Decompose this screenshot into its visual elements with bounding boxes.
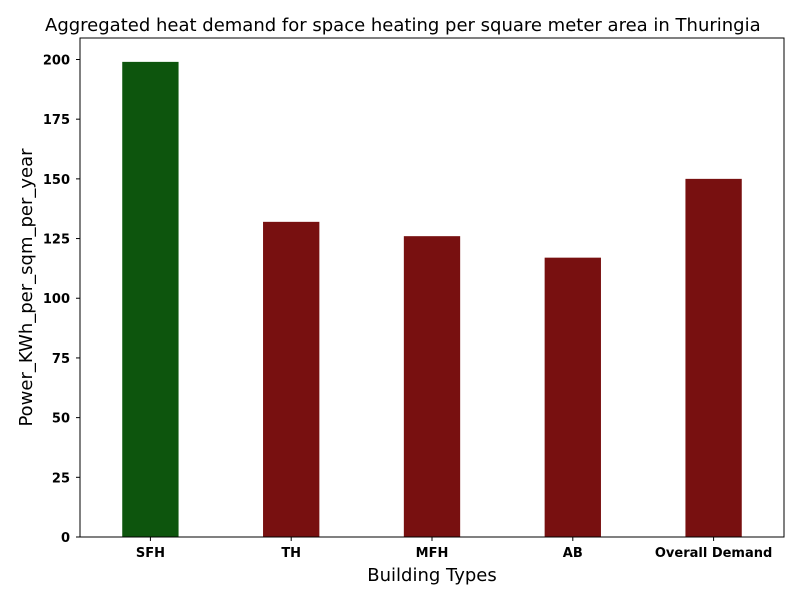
bar-th: [263, 221, 320, 537]
y-tick-label: 125: [43, 233, 70, 248]
x-axis-ticks: SFH TH MFH AB Overall Demand: [136, 537, 772, 561]
y-tick-label: 25: [52, 471, 70, 486]
bar-mfh: [403, 236, 461, 537]
y-tick-label: 200: [43, 53, 70, 68]
y-tick-label: 75: [52, 352, 70, 367]
chart-title: Aggregated heat demand for space heating…: [45, 15, 761, 36]
bars-layer: [122, 61, 742, 537]
y-tick-label: 150: [43, 173, 70, 188]
y-tick-label: 100: [43, 292, 70, 307]
y-axis-ticks: 0 25 50 75 100 125 150 175 200: [43, 53, 80, 546]
x-tick-label: SFH: [136, 546, 165, 561]
x-tick-label: Overall Demand: [655, 546, 772, 561]
x-tick-label: TH: [281, 546, 301, 561]
y-axis-label: Power_KWh_per_sqm_per_year: [16, 148, 37, 427]
bar-overall-demand: [685, 178, 742, 537]
y-tick-label: 175: [43, 113, 70, 128]
y-tick-label: 50: [52, 412, 70, 427]
y-tick-label: 0: [61, 531, 70, 546]
x-axis-label: Building Types: [367, 565, 496, 586]
x-tick-label: AB: [563, 546, 583, 561]
x-tick-label: MFH: [416, 546, 449, 561]
bar-sfh: [122, 61, 179, 537]
bar-ab: [544, 257, 601, 537]
